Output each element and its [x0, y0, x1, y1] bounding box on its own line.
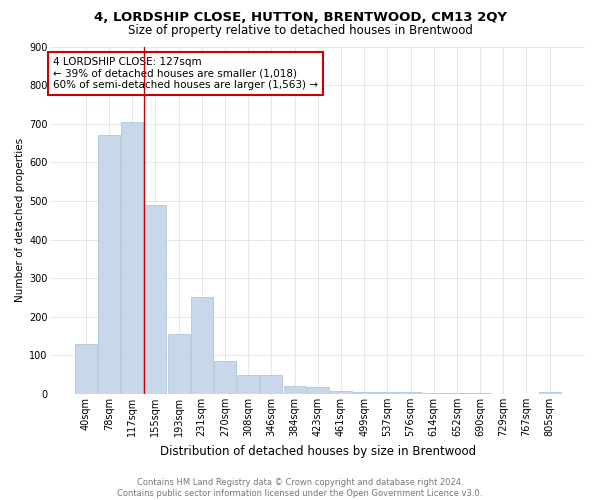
- Bar: [400, 392, 422, 394]
- Bar: [145, 205, 166, 394]
- Text: 4, LORDSHIP CLOSE, HUTTON, BRENTWOOD, CM13 2QY: 4, LORDSHIP CLOSE, HUTTON, BRENTWOOD, CM…: [94, 11, 506, 24]
- Bar: [75, 344, 97, 394]
- Y-axis label: Number of detached properties: Number of detached properties: [15, 138, 25, 302]
- Bar: [214, 361, 236, 394]
- Bar: [353, 392, 375, 394]
- Bar: [167, 334, 190, 394]
- Bar: [284, 386, 305, 394]
- Bar: [307, 387, 329, 394]
- Bar: [237, 374, 259, 394]
- Text: Contains HM Land Registry data © Crown copyright and database right 2024.
Contai: Contains HM Land Registry data © Crown c…: [118, 478, 482, 498]
- Text: Size of property relative to detached houses in Brentwood: Size of property relative to detached ho…: [128, 24, 472, 37]
- Bar: [469, 393, 491, 394]
- Text: 4 LORDSHIP CLOSE: 127sqm
← 39% of detached houses are smaller (1,018)
60% of sem: 4 LORDSHIP CLOSE: 127sqm ← 39% of detach…: [53, 57, 318, 90]
- X-axis label: Distribution of detached houses by size in Brentwood: Distribution of detached houses by size …: [160, 444, 476, 458]
- Bar: [98, 136, 120, 394]
- Bar: [260, 374, 283, 394]
- Bar: [539, 392, 561, 394]
- Bar: [121, 122, 143, 394]
- Bar: [446, 393, 468, 394]
- Bar: [191, 298, 213, 394]
- Bar: [330, 391, 352, 394]
- Bar: [376, 392, 398, 394]
- Bar: [422, 393, 445, 394]
